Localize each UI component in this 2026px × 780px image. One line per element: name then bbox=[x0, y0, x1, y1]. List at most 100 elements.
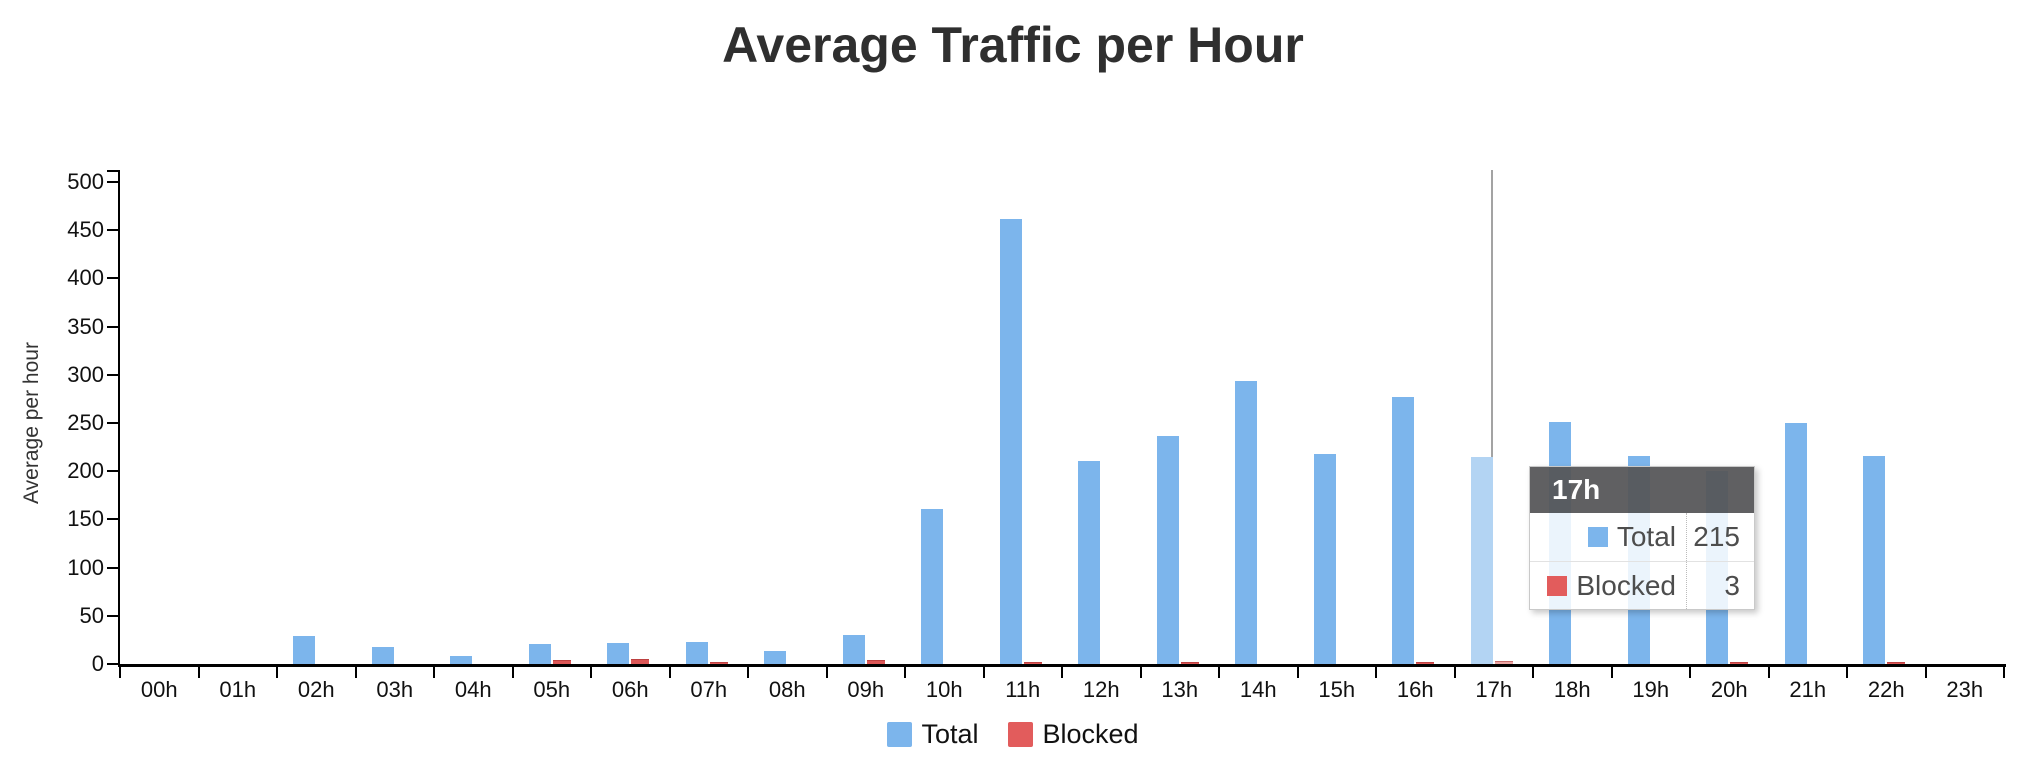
y-axis-tick-label: 150 bbox=[67, 506, 104, 532]
x-axis-tick bbox=[197, 666, 200, 678]
bar-blocked-06h[interactable] bbox=[631, 659, 650, 664]
x-axis-tick-label: 02h bbox=[297, 677, 335, 702]
bar-total-17h[interactable] bbox=[1470, 456, 1493, 664]
x-axis-tick-label: 14h bbox=[1239, 677, 1277, 702]
bar-blocked-11h[interactable] bbox=[1023, 662, 1042, 664]
tooltip-blocked-value: 3 bbox=[1686, 562, 1754, 609]
y-axis-tick bbox=[107, 181, 118, 183]
x-axis-tick-label: 18h bbox=[1553, 677, 1591, 702]
x-axis-tick bbox=[511, 666, 514, 678]
tooltip-total-value: 215 bbox=[1686, 513, 1754, 561]
x-axis-tick bbox=[982, 666, 985, 678]
bar-total-15h[interactable] bbox=[1313, 453, 1336, 664]
y-axis-tick bbox=[107, 614, 118, 617]
x-axis-tick bbox=[668, 666, 671, 678]
bar-blocked-13h[interactable] bbox=[1180, 662, 1199, 664]
hover-crosshair bbox=[1490, 170, 1493, 664]
blocked-series-swatch-icon bbox=[1547, 575, 1568, 596]
y-axis-tick-label: 100 bbox=[67, 554, 104, 580]
y-axis-tick bbox=[107, 277, 118, 280]
bar-total-21h[interactable] bbox=[1784, 423, 1807, 664]
bar-blocked-09h[interactable] bbox=[866, 660, 885, 664]
y-axis-tick bbox=[107, 663, 118, 665]
y-axis-tick-label: 500 bbox=[67, 169, 104, 194]
x-axis-tick-label: 11h bbox=[1005, 677, 1041, 702]
bar-blocked-16h[interactable] bbox=[1416, 662, 1435, 664]
blocked-legend-label: Blocked bbox=[1042, 719, 1139, 749]
bar-total-10h[interactable] bbox=[921, 508, 944, 664]
legend-item-blocked[interactable]: Blocked bbox=[1008, 719, 1139, 750]
blocked-legend-swatch-icon bbox=[1008, 722, 1034, 747]
y-axis-end-tick bbox=[107, 170, 118, 172]
x-axis-tick-label: 23h bbox=[1946, 677, 1984, 702]
y-axis-tick bbox=[107, 229, 118, 232]
bar-total-02h[interactable] bbox=[293, 636, 316, 664]
total-legend-swatch-icon bbox=[887, 722, 913, 747]
y-axis-tick-label: 250 bbox=[67, 410, 104, 435]
tooltip-row-blocked: Blocked 3 bbox=[1530, 561, 1754, 609]
bar-total-11h[interactable] bbox=[999, 218, 1022, 664]
x-axis-tick-label: 12h bbox=[1082, 677, 1120, 702]
x-axis-tick bbox=[276, 666, 278, 678]
bar-total-16h[interactable] bbox=[1392, 396, 1415, 664]
x-axis-tick-label: 00h bbox=[140, 677, 178, 702]
x-axis-tick-label: 03h bbox=[376, 677, 414, 702]
bar-total-12h[interactable] bbox=[1078, 460, 1101, 664]
tooltip-blocked-label: Blocked bbox=[1576, 569, 1676, 601]
bar-blocked-17h[interactable] bbox=[1494, 661, 1513, 664]
bar-total-09h[interactable] bbox=[842, 635, 865, 664]
x-axis-tick-label: 19h bbox=[1632, 677, 1670, 702]
bar-total-06h[interactable] bbox=[607, 642, 630, 664]
bar-blocked-07h[interactable] bbox=[709, 662, 728, 664]
bar-total-04h[interactable] bbox=[450, 656, 473, 664]
x-axis-tick bbox=[1453, 666, 1456, 678]
tooltip-header: 17h bbox=[1530, 467, 1754, 513]
x-axis-tick bbox=[433, 666, 435, 678]
x-axis-tick bbox=[2003, 666, 2005, 678]
bar-blocked-05h[interactable] bbox=[552, 660, 571, 664]
y-axis-tick bbox=[107, 325, 118, 328]
tooltip: 17h Total 215 Blocked 3 bbox=[1529, 466, 1755, 610]
bar-total-05h[interactable] bbox=[528, 643, 551, 664]
bar-total-13h[interactable] bbox=[1156, 436, 1179, 664]
y-axis-title: Average per hour bbox=[20, 342, 43, 504]
x-axis-tick bbox=[1767, 666, 1770, 678]
legend-item-total[interactable]: Total bbox=[887, 719, 978, 750]
bar-total-08h[interactable] bbox=[764, 650, 787, 664]
bar-blocked-22h[interactable] bbox=[1887, 662, 1906, 664]
x-axis-tick bbox=[590, 666, 592, 678]
bar-total-14h[interactable] bbox=[1235, 380, 1258, 664]
x-axis-tick bbox=[1061, 666, 1063, 678]
x-axis-tick-label: 10h bbox=[925, 677, 963, 702]
x-axis-tick bbox=[1532, 666, 1534, 678]
x-axis-tick-label: 04h bbox=[454, 677, 492, 702]
x-axis-tick bbox=[904, 666, 906, 678]
x-axis-tick bbox=[1689, 666, 1691, 678]
x-axis-tick bbox=[747, 666, 749, 678]
x-axis-tick-label: 01h bbox=[219, 677, 257, 702]
y-axis-tick-label: 450 bbox=[67, 217, 104, 243]
x-axis-line bbox=[117, 664, 2006, 667]
x-axis-tick-label: 13h bbox=[1161, 677, 1199, 702]
tooltip-total-label: Total bbox=[1616, 521, 1676, 552]
x-axis-tick-label: 07h bbox=[690, 677, 728, 702]
x-axis-tick bbox=[1375, 666, 1377, 678]
x-axis-tick bbox=[354, 666, 357, 678]
y-axis-tick bbox=[107, 566, 118, 569]
y-axis-tick-label: 50 bbox=[79, 602, 104, 628]
x-axis-tick-label: 16h bbox=[1396, 677, 1434, 702]
y-axis-tick-label: 350 bbox=[67, 313, 104, 339]
y-axis-tick bbox=[107, 373, 118, 376]
y-axis-tick-label: 0 bbox=[91, 651, 104, 676]
bar-total-07h[interactable] bbox=[685, 641, 708, 664]
x-axis-tick bbox=[1218, 666, 1220, 678]
x-axis-tick-label: 15h bbox=[1318, 677, 1356, 702]
x-axis-tick-label: 08h bbox=[768, 677, 806, 702]
x-axis-tick-label: 09h bbox=[847, 677, 885, 702]
y-axis-line bbox=[117, 170, 120, 667]
x-axis-tick bbox=[1924, 666, 1927, 678]
bar-total-03h[interactable] bbox=[371, 646, 394, 664]
bar-total-22h[interactable] bbox=[1863, 455, 1886, 664]
bar-blocked-20h[interactable] bbox=[1730, 662, 1749, 664]
